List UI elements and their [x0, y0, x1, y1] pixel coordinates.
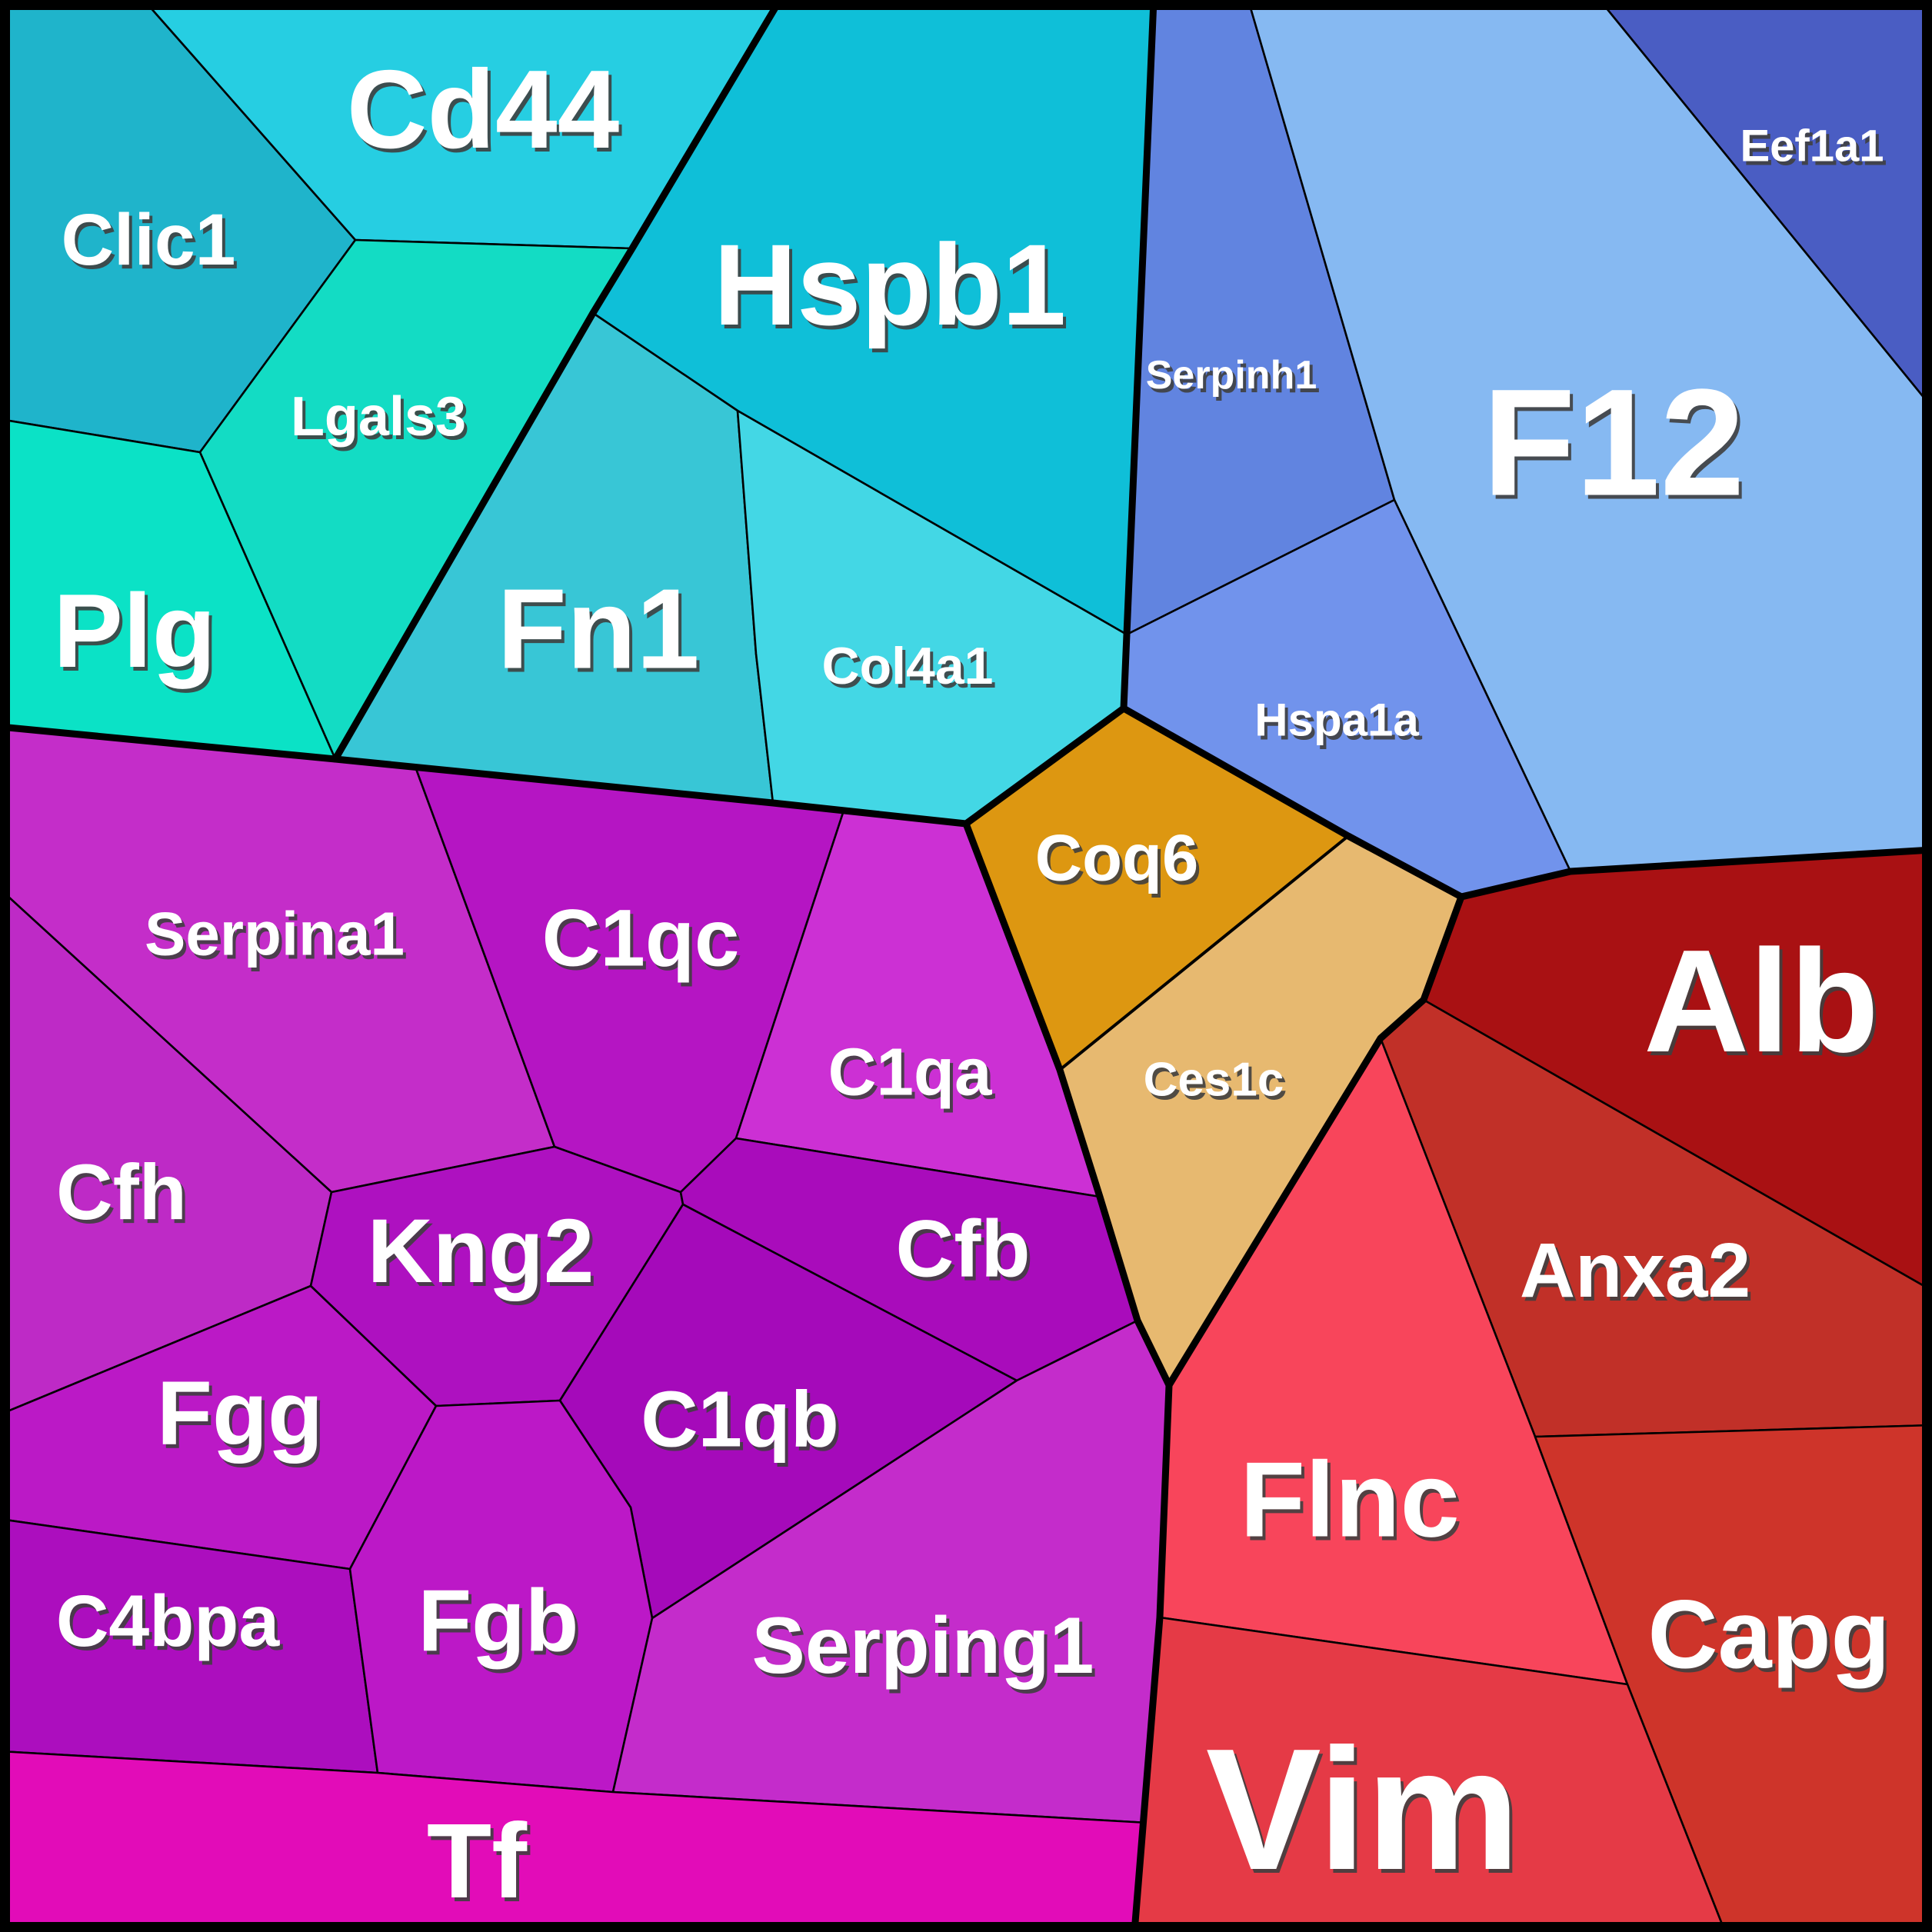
svg-text:Hspb1: Hspb1 [714, 220, 1066, 349]
svg-text:C1qc: C1qc [545, 898, 743, 988]
svg-text:Kng2: Kng2 [371, 1204, 598, 1306]
svg-text:C1qa: C1qa [828, 1035, 992, 1110]
svg-text:Lgals3: Lgals3 [294, 390, 469, 451]
svg-text:Fn1: Fn1 [497, 566, 699, 693]
svg-text:Ces1c: Ces1c [1147, 1058, 1287, 1111]
svg-text:Coq6: Coq6 [1035, 822, 1199, 895]
svg-text:Serpina1: Serpina1 [145, 900, 405, 968]
svg-text:F12: F12 [1485, 361, 1747, 531]
svg-text:Fgg: Fgg [160, 1367, 326, 1468]
svg-text:Serping1: Serping1 [752, 1601, 1094, 1690]
svg-text:C1qb: C1qb [644, 1379, 842, 1467]
svg-text:Anxa2: Anxa2 [1520, 1227, 1750, 1314]
svg-text:Serpina1: Serpina1 [148, 904, 408, 972]
svg-text:Serpinh1: Serpinh1 [1146, 353, 1317, 398]
svg-text:F12: F12 [1482, 358, 1744, 528]
svg-text:Cfb: Cfb [896, 1204, 1031, 1294]
svg-text:Cfh: Cfh [59, 1152, 190, 1240]
svg-text:Hspa1a: Hspa1a [1257, 698, 1422, 750]
svg-text:C1qb: C1qb [641, 1375, 839, 1464]
svg-text:Cd44: Cd44 [350, 51, 623, 175]
svg-text:Capg: Capg [1651, 1584, 1894, 1693]
svg-text:Hspa1a: Hspa1a [1254, 695, 1419, 746]
svg-text:C1qc: C1qc [542, 894, 740, 984]
svg-text:C4bpa: C4bpa [59, 1584, 284, 1666]
svg-text:Lgals3: Lgals3 [291, 386, 466, 448]
svg-text:Clic1: Clic1 [61, 199, 235, 281]
svg-text:C1qa: C1qa [831, 1039, 995, 1114]
svg-text:Clic1: Clic1 [64, 203, 238, 285]
svg-text:Cd44: Cd44 [347, 47, 620, 172]
svg-text:Capg: Capg [1648, 1581, 1890, 1689]
svg-text:Flnc: Flnc [1240, 1441, 1460, 1560]
svg-text:Serpinh1: Serpinh1 [1149, 357, 1321, 401]
svg-text:Alb: Alb [1647, 924, 1882, 1087]
svg-text:Alb: Alb [1644, 920, 1879, 1083]
svg-text:Tf: Tf [427, 1802, 528, 1920]
svg-text:Anxa2: Anxa2 [1523, 1231, 1754, 1317]
svg-text:Plg: Plg [56, 576, 219, 693]
svg-text:Col4a1: Col4a1 [822, 637, 994, 695]
svg-text:Serping1: Serping1 [755, 1605, 1098, 1694]
svg-text:Col4a1: Col4a1 [825, 641, 997, 699]
svg-text:C4bpa: C4bpa [56, 1581, 281, 1662]
svg-text:Vim: Vim [1209, 1716, 1524, 1910]
svg-text:Tf: Tf [430, 1806, 531, 1924]
svg-text:Eef1a1: Eef1a1 [1743, 125, 1887, 175]
svg-text:Ces1c: Ces1c [1144, 1054, 1284, 1107]
svg-text:Plg: Plg [53, 572, 216, 689]
svg-text:Hspb1: Hspb1 [717, 224, 1069, 353]
svg-text:Coq6: Coq6 [1038, 826, 1202, 899]
svg-text:Eef1a1: Eef1a1 [1740, 122, 1884, 172]
svg-text:Fgg: Fgg [157, 1363, 323, 1464]
svg-text:Kng2: Kng2 [368, 1201, 595, 1302]
svg-text:Fgb: Fgb [421, 1577, 582, 1674]
svg-text:Fgb: Fgb [418, 1573, 579, 1671]
svg-text:Cfh: Cfh [56, 1148, 187, 1236]
svg-text:Fn1: Fn1 [500, 570, 702, 697]
svg-text:Vim: Vim [1206, 1712, 1521, 1906]
svg-text:Flnc: Flnc [1243, 1444, 1463, 1564]
svg-text:Cfb: Cfb [899, 1208, 1034, 1298]
